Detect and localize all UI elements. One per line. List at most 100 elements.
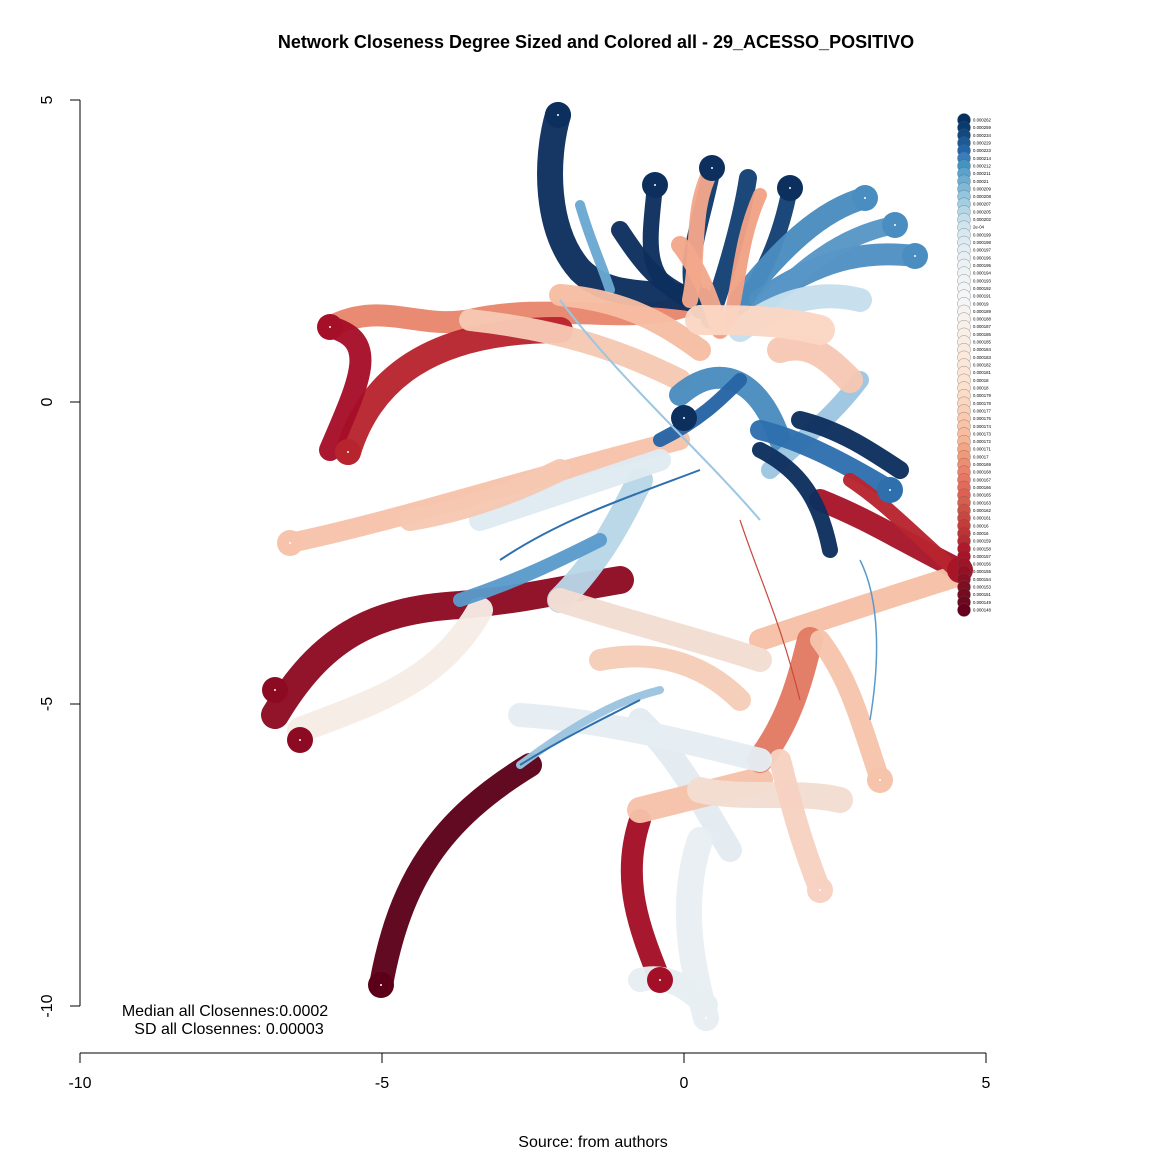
network-edge (519, 699, 641, 766)
legend-label: 0.000151 (973, 592, 992, 597)
network-node-center (879, 779, 881, 781)
legend-label: 0.00021 (973, 179, 989, 184)
legend-label: 2e-04 (973, 225, 985, 230)
network-edge (747, 627, 823, 773)
network-node-center (705, 1017, 707, 1019)
legend-label: 0.000183 (973, 355, 992, 360)
legend-label: 0.000191 (973, 294, 992, 299)
network-edge (769, 749, 831, 901)
legend-label: 0.000172 (973, 439, 992, 444)
network-node-center (380, 984, 382, 986)
network-node-center (329, 326, 331, 328)
legend-label: 0.000159 (973, 539, 992, 544)
network-node-center (299, 739, 301, 741)
legend-label: 0.000198 (973, 240, 992, 245)
network-edge (620, 809, 671, 991)
network-edge (547, 467, 653, 613)
network-edge (653, 373, 747, 447)
legend-label: 0.00019 (973, 301, 989, 306)
legend-label: 0.000176 (973, 416, 992, 421)
network-edge (287, 597, 493, 743)
legend-label: 0.000162 (973, 508, 992, 513)
legend-label: 0.000181 (973, 370, 992, 375)
network-edge (749, 564, 971, 651)
legend-label: 0.000199 (973, 232, 992, 237)
legend-label: 0.000153 (973, 585, 992, 590)
legend-label: 0.000177 (973, 408, 992, 413)
network-edge (369, 753, 542, 997)
network-edge (499, 469, 701, 561)
legend-label: 0.000161 (973, 516, 992, 521)
legend-label: 0.000196 (973, 255, 992, 260)
legend-label: 0.000188 (973, 317, 992, 322)
legend-label: 0.000184 (973, 347, 992, 352)
network-edge (589, 645, 751, 711)
legend-label: 0.000193 (973, 278, 992, 283)
legend-label: 0.000195 (973, 263, 992, 268)
network-edge (516, 686, 664, 769)
network-node-center (711, 167, 713, 169)
network-edge (575, 200, 615, 295)
legend-label: 0.000167 (973, 477, 992, 482)
network-edge (843, 473, 967, 582)
x-axis: -10 -5 0 5 (68, 1052, 991, 1092)
legend-label: 0.00018 (973, 378, 989, 383)
legend-label: 0.00017 (973, 454, 989, 459)
median-annotation: Median all Closennes:0.0002 (122, 1003, 328, 1020)
network-node-center (659, 979, 661, 981)
network-edge (682, 160, 720, 308)
network-node-center (289, 542, 291, 544)
network-edge (399, 459, 571, 531)
x-tick-label: 5 (982, 1075, 991, 1092)
legend-label: 0.000259 (973, 125, 992, 130)
legend-label: 0.000197 (973, 248, 992, 253)
network-edge (642, 177, 698, 308)
y-tick-label: 5 (39, 95, 56, 104)
network-node-center (819, 889, 821, 891)
legend-label: 0.000169 (973, 462, 992, 467)
legend-label: 0.000157 (973, 554, 992, 559)
network-node-center (914, 255, 916, 257)
network-edge (548, 588, 772, 672)
network-edge (508, 703, 772, 772)
legend-label: 0.000202 (973, 217, 992, 222)
legend-label: 0.00016 (973, 523, 989, 528)
y-tick-label: -10 (39, 994, 56, 1017)
network-edge (453, 533, 607, 607)
network-edge (685, 305, 835, 345)
y-axis: -10 -5 0 5 (39, 95, 81, 1018)
network-layer (261, 102, 973, 1031)
legend-label: 0.00016 (973, 531, 989, 536)
legend-label: 0.000148 (973, 608, 992, 613)
network-edge (791, 411, 909, 479)
network-edge (767, 334, 863, 393)
x-tick-label: -10 (68, 1075, 91, 1092)
chart-title: Network Closeness Degree Sized and Color… (278, 32, 914, 52)
legend-label: 0.000214 (973, 156, 992, 161)
network-node-center (789, 187, 791, 189)
legend-label: 0.000165 (973, 493, 992, 498)
network-edge (752, 442, 838, 558)
sd-annotation: SD all Closennes: 0.00003 (134, 1021, 324, 1038)
legend-label: 0.000158 (973, 546, 992, 551)
network-node-center (274, 689, 276, 691)
network-edge (549, 284, 711, 361)
legend: 0.000262 0.000259 0.000234 0.000229 0.000223… (957, 113, 992, 617)
legend-label: 0.000171 (973, 447, 992, 452)
network-node-center (347, 451, 349, 453)
legend-label: 0.000194 (973, 271, 992, 276)
network-edge (729, 187, 876, 311)
legend-label: 0.000192 (973, 286, 992, 291)
network-node-center (864, 197, 866, 199)
network-edge (810, 630, 890, 790)
network-node-center (889, 489, 891, 491)
legend-label: 0.000212 (973, 163, 992, 168)
network-edge (459, 309, 691, 391)
legend-label: 0.000207 (973, 202, 992, 207)
y-tick-label: 0 (39, 397, 56, 406)
legend-label: 0.000223 (973, 148, 992, 153)
legend-label: 0.000173 (973, 431, 992, 436)
legend-label: 0.000185 (973, 340, 992, 345)
network-edge (687, 777, 853, 813)
